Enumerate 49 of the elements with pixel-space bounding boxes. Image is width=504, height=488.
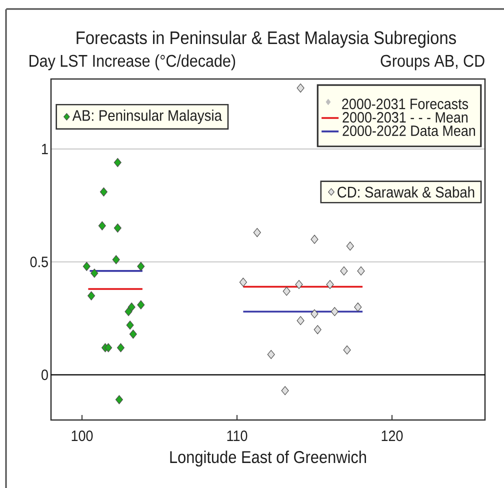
point <box>330 307 338 316</box>
point <box>82 262 90 271</box>
point <box>88 291 96 300</box>
x-axis-title: Longitude East of Greenwich <box>170 450 366 467</box>
point <box>116 343 125 352</box>
point <box>126 320 134 330</box>
legend-label: 2000-2031 - - - Mean <box>342 112 468 123</box>
point <box>100 187 108 196</box>
point <box>129 330 137 339</box>
y-tick-label: 0 <box>42 370 48 380</box>
point <box>104 343 112 352</box>
point <box>282 286 290 296</box>
point <box>112 255 120 264</box>
legend-label: CD: Sarawak & Sabah <box>338 186 474 198</box>
point <box>295 280 303 289</box>
point <box>98 221 106 230</box>
point <box>114 224 122 233</box>
legend-label: AB: Peninsular Malaysia <box>72 110 222 124</box>
point <box>90 268 98 278</box>
legend-label: 2000-2022 Data Mean <box>342 125 476 136</box>
chart-title: Forecasts in Peninsular & East Malaysia Subregions <box>76 30 456 48</box>
point <box>281 386 289 396</box>
y-tick-label: 0.5 <box>30 256 48 268</box>
point <box>343 345 351 354</box>
point <box>357 266 365 276</box>
y-axis-title: Day LST Increase (°C/decade) <box>30 54 236 70</box>
point <box>310 234 318 244</box>
point <box>346 242 354 251</box>
x-tick-label: 110 <box>227 430 248 442</box>
point <box>296 316 304 326</box>
legend-title: 2000-2031 Forecasts <box>342 98 468 110</box>
point <box>267 350 275 359</box>
point <box>137 262 145 271</box>
chart-subtitle: Groups AB, CD <box>380 54 484 70</box>
point <box>114 158 122 168</box>
point <box>115 395 123 404</box>
point <box>354 302 362 312</box>
point <box>253 228 261 238</box>
point <box>326 280 334 289</box>
point <box>124 307 132 316</box>
point <box>340 266 348 276</box>
point <box>310 309 318 318</box>
point <box>137 300 145 310</box>
y-tick-label: 1 <box>42 144 48 154</box>
x-tick-label: 120 <box>382 430 403 442</box>
point <box>296 84 304 93</box>
point <box>314 325 322 334</box>
x-tick-label: 100 <box>72 430 93 442</box>
point <box>239 278 247 287</box>
